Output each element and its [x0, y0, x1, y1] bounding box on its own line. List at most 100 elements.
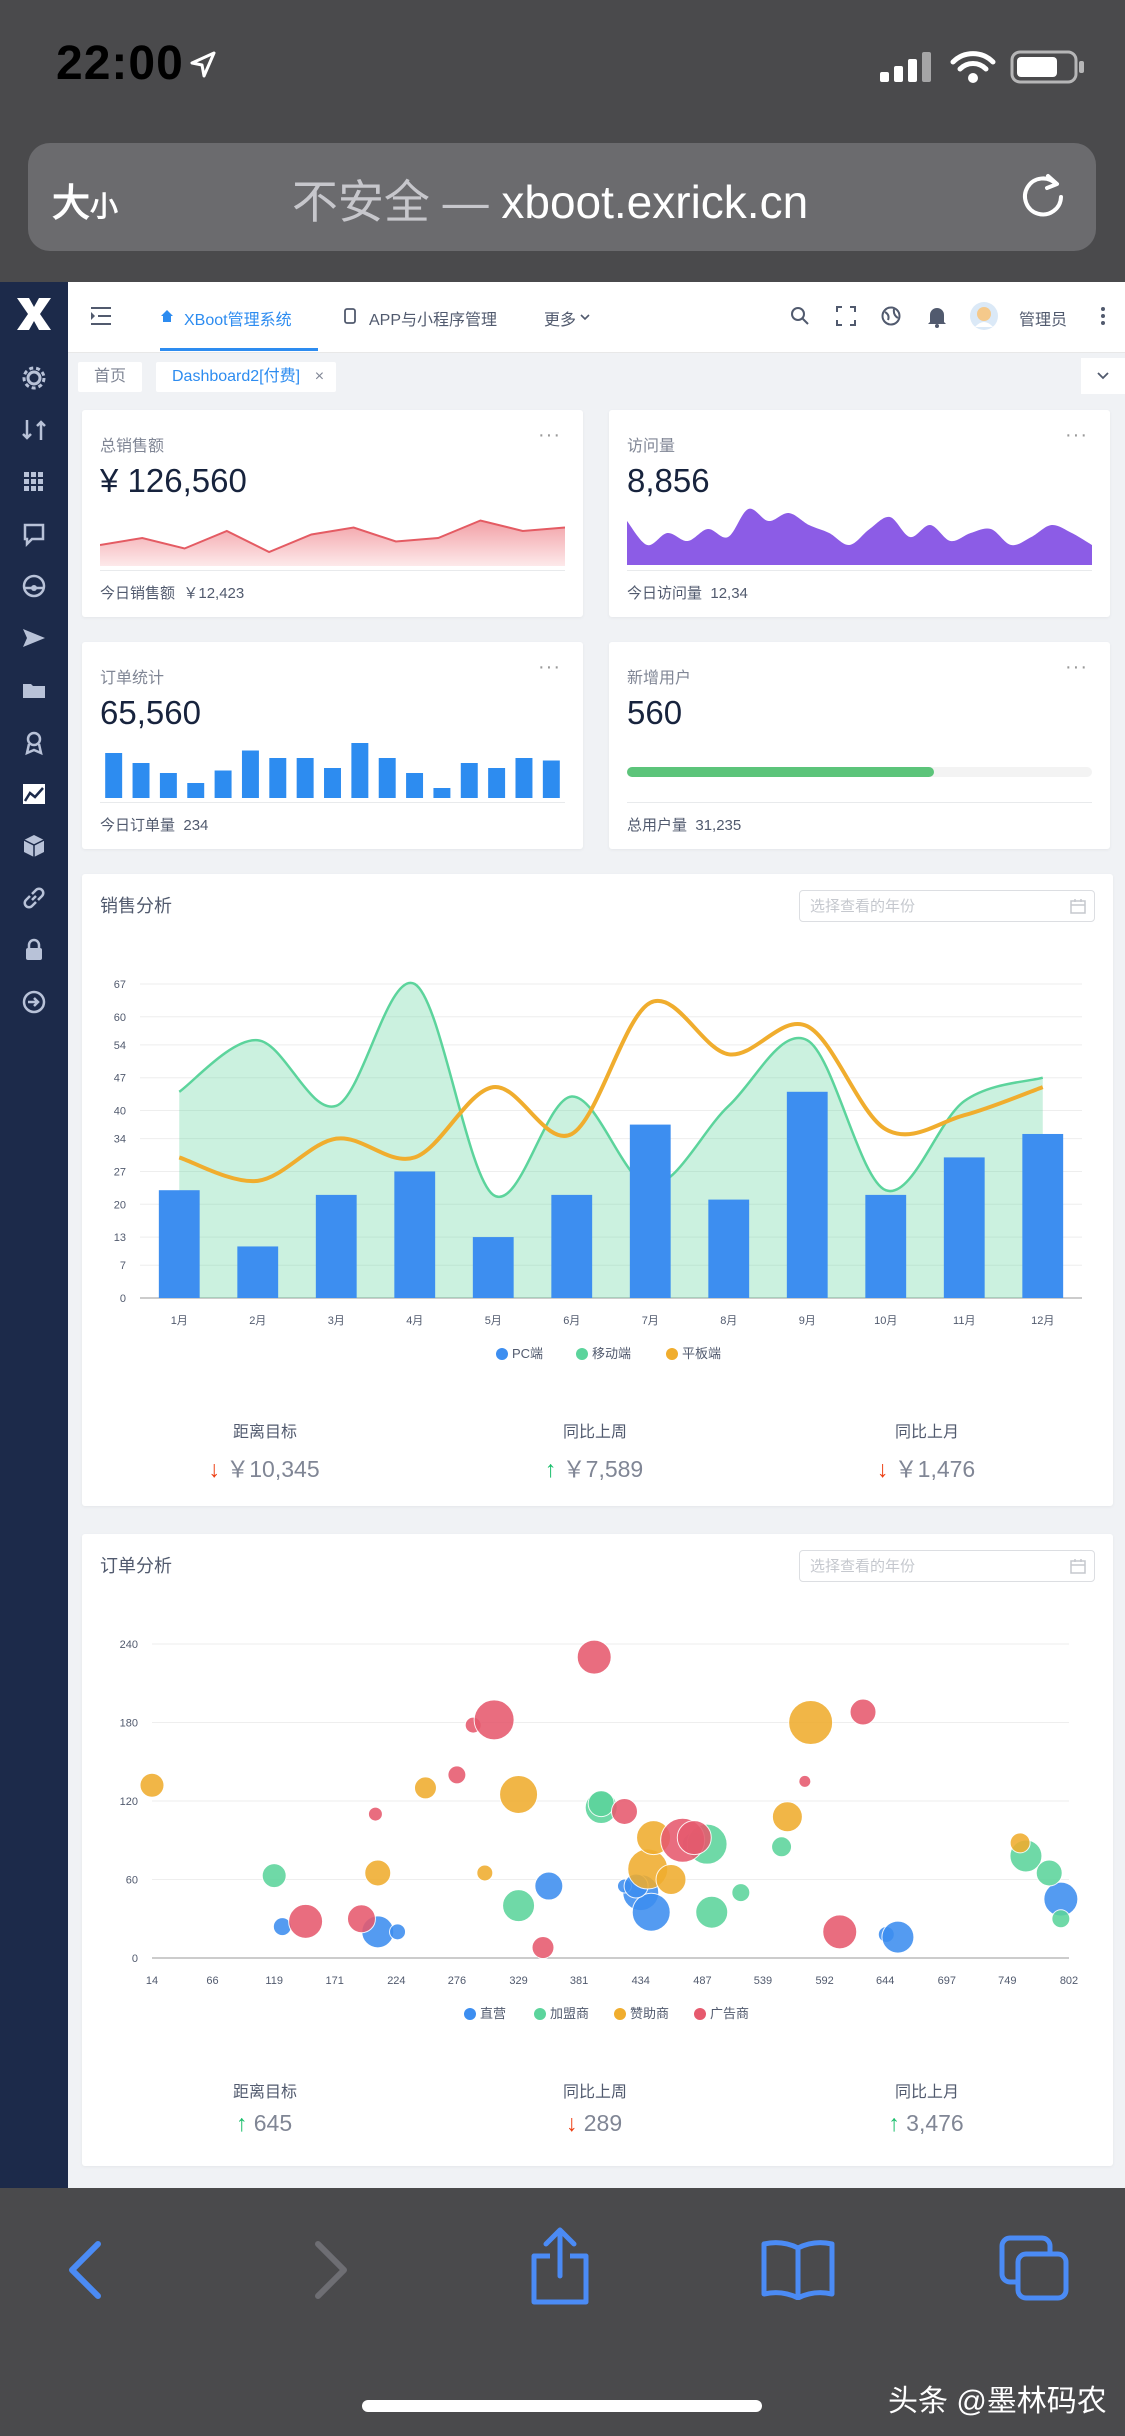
- order-bubble-chart: 0 60 120 180 240 14 66 119 171 224 276 329 381 434 487…: [120, 1639, 1079, 2021]
- card-more-icon[interactable]: ···: [538, 656, 561, 678]
- tab-xboot-admin[interactable]: XBoot管理系统: [184, 312, 292, 329]
- tab-app-miniprogram[interactable]: APP与小程序管理: [369, 312, 498, 329]
- dashboard-gauge-icon[interactable]: [20, 572, 48, 600]
- pc-bar: [551, 1194, 593, 1298]
- search-icon[interactable]: [790, 306, 810, 326]
- pc-bar: [786, 1091, 828, 1298]
- x-tick-label: 11月: [953, 1315, 975, 1327]
- area-chart-icon[interactable]: [20, 780, 48, 808]
- pc-bar: [865, 1194, 907, 1298]
- browser-toolbar: [0, 2188, 1125, 2436]
- card-footer-value: ￥12,423: [183, 585, 245, 602]
- fullscreen-icon[interactable]: [836, 306, 856, 326]
- forward-chevron-icon[interactable]: [310, 2240, 350, 2300]
- bookmarks-book-icon[interactable]: [760, 2238, 836, 2300]
- card-footer: 总用户量 31,235: [627, 814, 741, 835]
- url-bar[interactable]: [28, 143, 1096, 251]
- card-more-icon[interactable]: ···: [1065, 424, 1088, 446]
- settings-gear-icon[interactable]: [20, 364, 48, 392]
- text-size-button[interactable]: 大小: [52, 172, 118, 227]
- more-vertical-icon[interactable]: [1100, 306, 1106, 326]
- notification-bell-icon[interactable]: [927, 306, 947, 328]
- divider: [100, 802, 565, 803]
- tag-close-icon[interactable]: ×: [314, 368, 325, 385]
- pc-bar: [394, 1171, 436, 1298]
- card-value: 8,856: [627, 462, 710, 499]
- y-tick-label: 0: [120, 1293, 126, 1305]
- lock-icon[interactable]: [20, 936, 48, 964]
- location-arrow-icon: [190, 51, 216, 78]
- language-globe-icon[interactable]: [881, 306, 901, 326]
- menu-fold-icon[interactable]: [90, 306, 112, 326]
- y-tick-label: 67: [114, 979, 126, 991]
- tag-dashboard2[interactable]: Dashboard2[付费] ×: [156, 362, 337, 392]
- bubble-point: [288, 1903, 324, 1939]
- sales-combo-chart: 0 7 13 20 27 34 40 47 54 60 67 1月 2月 3月 4月 5月 6月 7月 8月 9月 10…: [114, 979, 1082, 1361]
- card-more-icon[interactable]: ···: [538, 424, 561, 446]
- back-chevron-icon[interactable]: [66, 2240, 106, 2300]
- grid-apps-icon[interactable]: [20, 468, 48, 496]
- bubble-point: [534, 1871, 564, 1901]
- tablet-line: [178, 998, 1044, 1184]
- x-tick-label: 9月: [799, 1315, 816, 1327]
- bubble-point: [413, 1776, 437, 1800]
- send-paper-plane-icon[interactable]: [20, 624, 48, 652]
- link-icon[interactable]: [20, 884, 48, 912]
- bubble-point: [881, 1920, 915, 1954]
- mobile-area-line: [178, 981, 1044, 1199]
- orders-sparkline-bar: [269, 758, 287, 798]
- legend-marker: [576, 1348, 588, 1360]
- stat-number: ￥10,345: [226, 1456, 320, 1482]
- bubble-point: [499, 1774, 539, 1814]
- reload-icon[interactable]: [1018, 170, 1068, 220]
- bubble-point: [771, 1836, 793, 1858]
- orders-sparkline-bar: [433, 788, 451, 798]
- login-icon[interactable]: [20, 988, 48, 1016]
- tabs-icon[interactable]: [998, 2234, 1070, 2302]
- card-visits: 访问量 ··· 8,856 今日访问量 12,34: [609, 410, 1110, 617]
- cube-icon[interactable]: [20, 832, 48, 860]
- message-box-icon[interactable]: [20, 520, 48, 548]
- divider: [100, 570, 565, 571]
- stat-number: ￥7,589: [562, 1456, 644, 1482]
- xboot-logo-icon[interactable]: [14, 296, 54, 332]
- more-menu[interactable]: 更多: [544, 312, 577, 329]
- username[interactable]: 管理员: [1019, 312, 1068, 329]
- swap-arrows-icon[interactable]: [20, 416, 48, 444]
- card-footer-label: 今日访问量: [627, 585, 703, 602]
- folder-icon[interactable]: [20, 676, 48, 704]
- legend-label: PC端: [512, 1346, 543, 1361]
- stat-value: ↑ 3,476: [806, 2110, 1046, 2137]
- stat-value: ↓ ￥1,476: [806, 1450, 1046, 1484]
- url-domain: xboot.exrick.cn: [501, 176, 809, 228]
- stat-label: 同比上月: [894, 2084, 959, 2101]
- x-tick-label: 329: [509, 1975, 527, 1987]
- year-picker-input[interactable]: 选择查看的年份: [799, 890, 1095, 922]
- card-more-icon[interactable]: ···: [1065, 656, 1088, 678]
- x-tick-label: 487: [693, 1975, 711, 1987]
- y-tick-label: 180: [120, 1718, 138, 1730]
- year-picker-input[interactable]: 选择查看的年份: [799, 1550, 1095, 1582]
- avatar[interactable]: [969, 301, 999, 331]
- x-tick-label: 66: [206, 1975, 218, 1987]
- pc-bar: [158, 1190, 200, 1298]
- url-text[interactable]: 不安全 — xboot.exrick.cn: [230, 166, 870, 232]
- card-title: 新增用户: [627, 670, 692, 687]
- x-tick-label: 224: [387, 1975, 405, 1987]
- chevron-down-icon: [580, 314, 590, 321]
- tag-home[interactable]: 首页: [78, 362, 143, 392]
- stat-label: 同比上周: [562, 2084, 627, 2101]
- share-icon[interactable]: [530, 2226, 590, 2306]
- bubble-point: [261, 1863, 287, 1889]
- y-tick-label: 0: [132, 1953, 138, 1965]
- y-tick-label: 27: [114, 1166, 126, 1178]
- orders-sparkline-bar: [214, 770, 232, 798]
- card-value: ¥ 126,560: [100, 462, 247, 499]
- new-users-progress-fill: [627, 767, 934, 777]
- orders-bar-sparkline: [105, 743, 560, 798]
- award-badge-icon[interactable]: [20, 728, 48, 756]
- home-indicator: [362, 2400, 762, 2412]
- tag-dropdown-button[interactable]: [1081, 358, 1125, 394]
- orders-sparkline-bar: [542, 760, 560, 798]
- arrow-down-icon: ↓: [876, 1456, 889, 1482]
